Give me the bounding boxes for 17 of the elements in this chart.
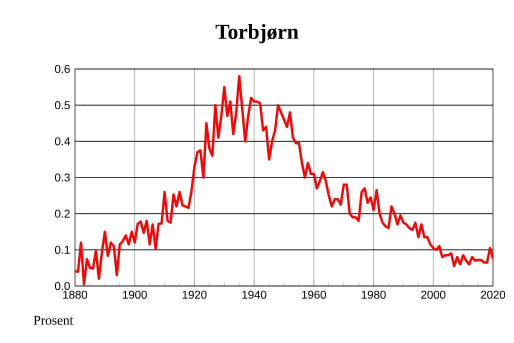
x-tick-label: 1900	[122, 290, 147, 299]
chart-title: Torbjørn	[216, 24, 298, 44]
y-tick-label: 0.0	[54, 282, 70, 290]
y-tick-label: 0.4	[54, 137, 70, 146]
y-tick-label: 0.5	[54, 101, 70, 110]
y-tick-label: 0.6	[54, 65, 70, 74]
x-tick-label: 1920	[182, 290, 207, 299]
x-tick-label: 2000	[421, 290, 446, 299]
x-tick-label: 1960	[302, 290, 326, 299]
x-tick-label: 1980	[362, 290, 386, 299]
y-axis-title: Prosent	[34, 316, 74, 325]
y-tick-label: 0.3	[54, 174, 70, 182]
x-tick-label: 1880	[63, 290, 88, 299]
y-tick-label: 0.2	[54, 210, 70, 218]
x-tick-label: 2020	[480, 290, 506, 299]
x-tick-label: 1940	[242, 290, 266, 299]
y-tick-label: 0.1	[54, 246, 70, 254]
